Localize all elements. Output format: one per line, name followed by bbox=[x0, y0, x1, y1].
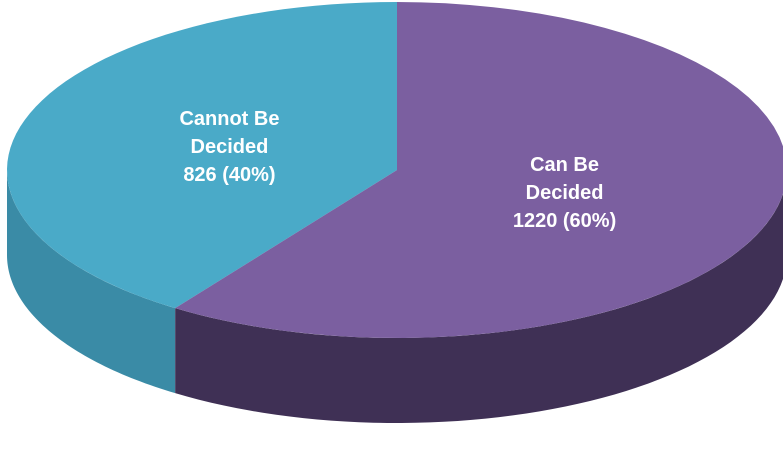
slice-label: Can Be Decided 1220 (60%) bbox=[490, 151, 640, 235]
slice-name: Can Be Decided bbox=[525, 153, 604, 204]
slice-label: Cannot Be Decided 826 (40%) bbox=[154, 105, 304, 189]
slice-value: 826 (40%) bbox=[183, 164, 276, 187]
slice-name: Cannot Be Decided bbox=[179, 108, 280, 159]
pie-side bbox=[7, 170, 176, 394]
slice-value: 1220 (60%) bbox=[512, 209, 617, 232]
pie-slice bbox=[175, 2, 783, 338]
pie-slice bbox=[7, 2, 397, 309]
pie-side bbox=[175, 193, 783, 423]
